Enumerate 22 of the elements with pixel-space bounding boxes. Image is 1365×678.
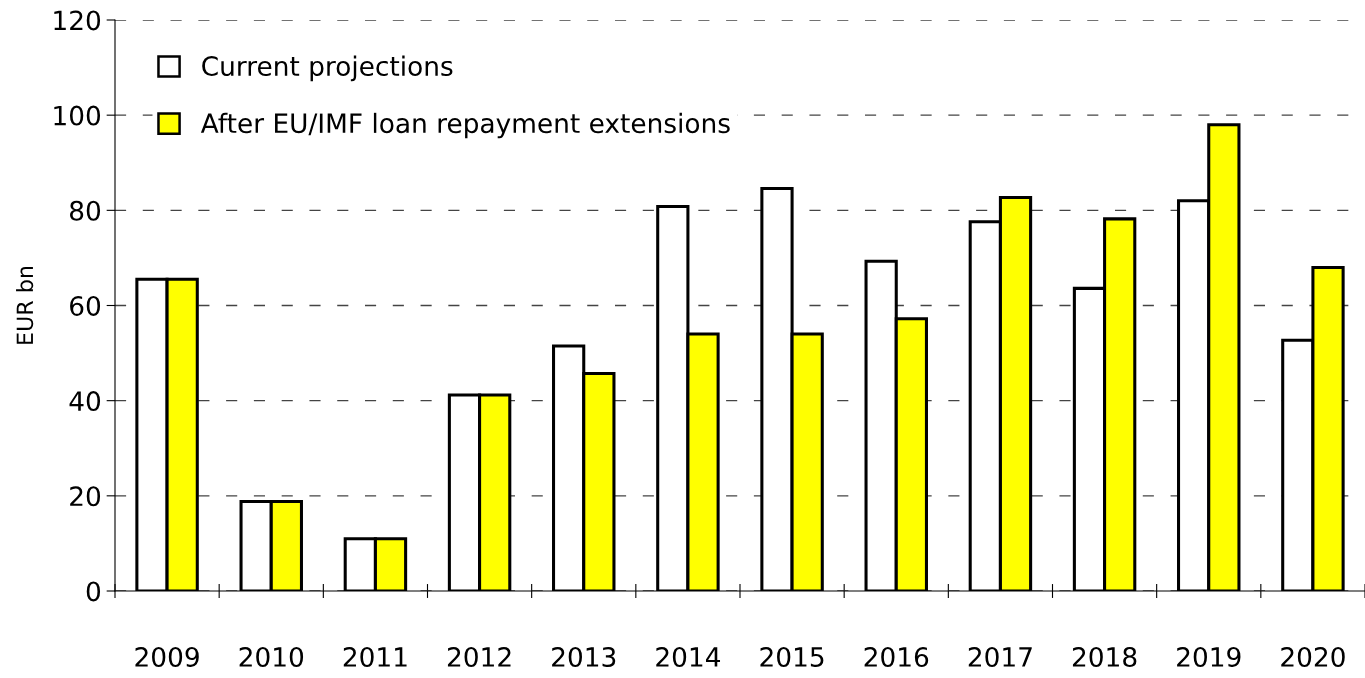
y-tick-label: 40 [69, 391, 101, 412]
x-tick-label: 2018 [1072, 647, 1137, 667]
legend-label: Current projections [202, 55, 453, 82]
y-tick-label: 0 [86, 581, 101, 602]
y-tick-label: 120 [54, 10, 101, 31]
x-tick-label: 2011 [343, 647, 407, 667]
y-tick-label: 80 [70, 200, 101, 221]
x-tick-label: 2013 [552, 647, 616, 667]
y-tick-label: 20 [70, 486, 101, 507]
x-tick-label: 2017 [968, 647, 1032, 667]
x-tick-label: 2010 [239, 647, 304, 667]
x-tick-label: 2012 [447, 647, 511, 667]
legend-label: After EU/IMF loan repayment extensions [200, 112, 730, 139]
x-tick-label: 2009 [135, 647, 199, 667]
x-tick-label: 2019 [1177, 647, 1241, 667]
y-tick-label: 60 [70, 295, 101, 316]
x-tick-label: 2014 [656, 647, 721, 667]
y-axis-title: EUR bn [16, 266, 34, 344]
y-tick-label: 100 [54, 105, 101, 126]
x-tick-label: 2020 [1281, 647, 1345, 667]
x-tick-label: 2015 [760, 647, 824, 667]
x-tick-label: 2016 [864, 647, 929, 667]
